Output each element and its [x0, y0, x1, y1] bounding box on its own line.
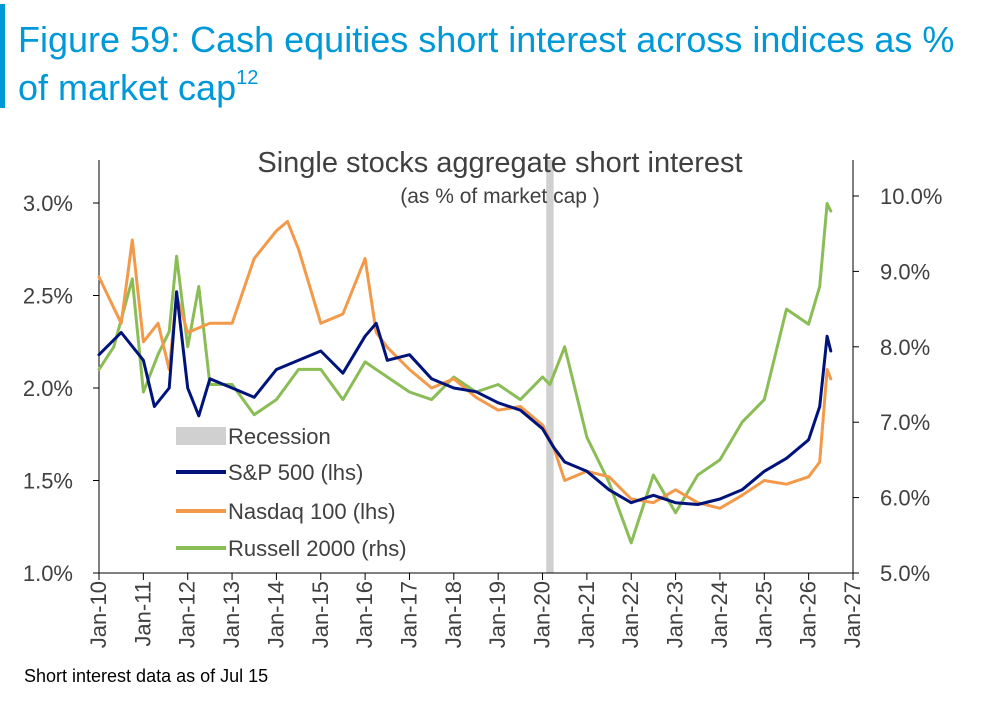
x-axis-tick-label: Jan-27 — [840, 581, 865, 648]
right-axis-tick-label: 7.0% — [880, 410, 930, 435]
figure-title-text: Figure 59: Cash equities short interest … — [18, 19, 955, 108]
legend-label: S&P 500 (lhs) — [228, 460, 363, 485]
series-line-russell2000 — [97, 202, 833, 545]
x-axis-tick-label: Jan-12 — [175, 581, 200, 648]
right-axis-tick-label: 8.0% — [880, 335, 930, 360]
legend-label: Nasdaq 100 (lhs) — [228, 499, 396, 524]
x-axis-tick-label: Jan-10 — [86, 581, 111, 648]
chart-subtitle: (as % of market cap ) — [400, 185, 600, 208]
x-axis-tick-label: Jan-18 — [441, 581, 466, 648]
x-axis-tick-label: Jan-21 — [574, 581, 599, 648]
right-axis-tick-label: 6.0% — [880, 486, 930, 511]
x-axis-tick-label: Jan-24 — [707, 581, 732, 648]
series-line-sp500 — [97, 290, 833, 506]
x-axis-tick-label: Jan-20 — [530, 581, 555, 648]
left-axis-tick-label: 2.0% — [23, 376, 73, 401]
legend-swatch-recession — [176, 427, 226, 445]
x-axis-tick-label: Jan-15 — [308, 581, 333, 648]
x-axis-tick-label: Jan-13 — [219, 581, 244, 648]
recession-band — [546, 160, 554, 573]
x-axis-tick-label: Jan-22 — [618, 581, 643, 648]
right-axis-tick-label: 9.0% — [880, 259, 930, 284]
x-axis-tick-label: Jan-19 — [485, 581, 510, 648]
figure-title-superscript: 12 — [236, 67, 259, 89]
left-axis-tick-label: 1.5% — [23, 469, 73, 494]
x-axis-tick-label: Jan-23 — [663, 581, 688, 648]
right-axis-tick-label: 10.0% — [880, 184, 942, 209]
footnote: Short interest data as of Jul 15 — [24, 666, 269, 686]
left-axis-tick-label: 2.5% — [23, 284, 73, 309]
left-axis-tick-label: 3.0% — [23, 191, 73, 216]
x-axis-tick-label: Jan-17 — [396, 581, 421, 648]
x-axis-tick-label: Jan-25 — [751, 581, 776, 648]
x-axis-tick-label: Jan-16 — [352, 581, 377, 648]
figure-title: Figure 59: Cash equities short interest … — [18, 16, 993, 112]
x-axis-tick-label: Jan-26 — [796, 581, 821, 648]
figure-header: Figure 59: Cash equities short interest … — [0, 0, 1000, 112]
legend-label: Recession — [228, 424, 331, 449]
right-axis-tick-label: 5.0% — [880, 561, 930, 586]
x-axis-tick-label: Jan-14 — [263, 581, 288, 648]
chart-title: Single stocks aggregate short interest — [257, 147, 742, 179]
legend-label: Russell 2000 (rhs) — [228, 536, 407, 561]
x-axis-tick-label: Jan-11 — [130, 581, 155, 647]
left-axis-tick-label: 1.0% — [23, 561, 73, 586]
legend: Recession S&P 500 (lhs) Nasdaq 100 (lhs) Ru… — [176, 424, 407, 561]
accent-bar — [0, 4, 5, 108]
